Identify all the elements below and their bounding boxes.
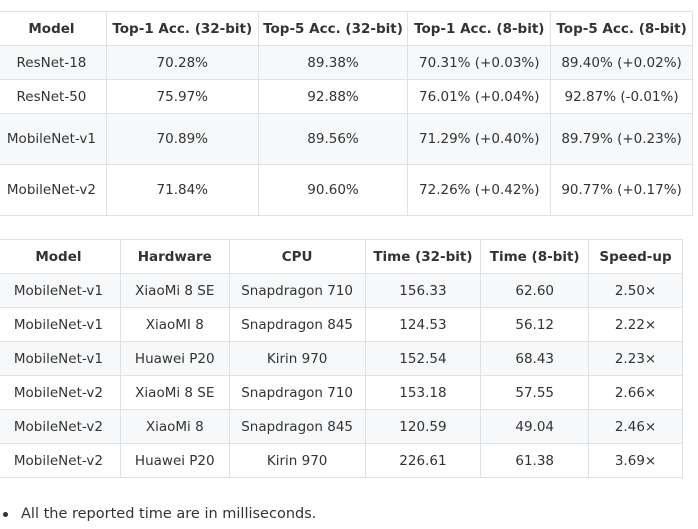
table-cell: MobileNet-v1 bbox=[0, 113, 107, 165]
table-cell: MobileNet-v1 bbox=[0, 307, 121, 342]
table-cell: 90.60% bbox=[257, 164, 409, 216]
table-cell: 92.88% bbox=[257, 79, 409, 114]
column-header: Time (32-bit) bbox=[364, 239, 482, 274]
table-cell: Snapdragon 710 bbox=[228, 375, 366, 410]
table-cell: 156.33 bbox=[364, 273, 482, 308]
notes-list: All the reported time are in millisecond… bbox=[0, 503, 316, 525]
table-cell: 89.38% bbox=[257, 45, 409, 80]
column-header: Model bbox=[0, 239, 121, 274]
column-header: Speed-up bbox=[588, 239, 683, 274]
table-cell: 62.60 bbox=[480, 273, 590, 308]
table-cell: 226.61 bbox=[364, 443, 482, 478]
table-cell: 2.22× bbox=[588, 307, 683, 342]
table-cell: Kirin 970 bbox=[228, 443, 366, 478]
table-cell: 92.87% (-0.01%) bbox=[550, 79, 693, 114]
accuracy-table: Model Top-1 Acc. (32-bit) Top-5 Acc. (32… bbox=[0, 11, 693, 216]
note-text: All the reported time are in millisecond… bbox=[21, 506, 317, 522]
table-cell: MobileNet-v1 bbox=[0, 273, 121, 308]
table-cell: 153.18 bbox=[364, 375, 482, 410]
table-row: ResNet-18 70.28% 89.38% 70.31% (+0.03%) … bbox=[0, 45, 693, 80]
table-cell: 71.29% (+0.40%) bbox=[407, 113, 552, 165]
table-cell: 2.66× bbox=[588, 375, 683, 410]
table-header-row: Model Top-1 Acc. (32-bit) Top-5 Acc. (32… bbox=[0, 11, 693, 46]
table-row: MobileNet-v1 70.89% 89.56% 71.29% (+0.40… bbox=[0, 113, 693, 165]
table-cell: Snapdragon 845 bbox=[228, 409, 366, 444]
table-cell: ResNet-18 bbox=[0, 45, 107, 80]
table-cell: XiaoMi 8 SE bbox=[119, 273, 230, 308]
table-cell: MobileNet-v2 bbox=[0, 375, 121, 410]
table-cell: 68.43 bbox=[480, 341, 590, 376]
table-cell: 2.50× bbox=[588, 273, 683, 308]
table-cell: 120.59 bbox=[364, 409, 482, 444]
timing-table: Model Hardware CPU Time (32-bit) Time (8… bbox=[0, 239, 683, 478]
table-cell: 89.40% (+0.02%) bbox=[550, 45, 693, 80]
table-row: MobileNet-v2 XiaoMi 8 SE Snapdragon 710 … bbox=[0, 375, 683, 410]
table-cell: 56.12 bbox=[480, 307, 590, 342]
column-header: Hardware bbox=[119, 239, 230, 274]
table-cell: 2.46× bbox=[588, 409, 683, 444]
table-row: MobileNet-v1 XiaoMI 8 Snapdragon 845 124… bbox=[0, 307, 683, 342]
table-cell: MobileNet-v2 bbox=[0, 443, 121, 478]
table-cell: 70.89% bbox=[105, 113, 259, 165]
table-cell: 76.01% (+0.04%) bbox=[407, 79, 552, 114]
column-header: Time (8-bit) bbox=[480, 239, 590, 274]
table-cell: Huawei P20 bbox=[119, 341, 230, 376]
table-cell: 152.54 bbox=[364, 341, 482, 376]
table-cell: XiaoMi 8 bbox=[119, 409, 230, 444]
table-cell: 89.79% (+0.23%) bbox=[550, 113, 693, 165]
table-cell: MobileNet-v1 bbox=[0, 341, 121, 376]
table-row: ResNet-50 75.97% 92.88% 76.01% (+0.04%) … bbox=[0, 79, 693, 114]
table-cell: 61.38 bbox=[480, 443, 590, 478]
table-cell: 75.97% bbox=[105, 79, 259, 114]
table-row: MobileNet-v2 XiaoMi 8 Snapdragon 845 120… bbox=[0, 409, 683, 444]
table-cell: Huawei P20 bbox=[119, 443, 230, 478]
table-cell: 90.77% (+0.17%) bbox=[550, 164, 693, 216]
table-cell: 89.56% bbox=[257, 113, 409, 165]
table-row: MobileNet-v1 Huawei P20 Kirin 970 152.54… bbox=[0, 341, 683, 376]
bullet-icon bbox=[3, 512, 8, 517]
table-cell: 70.28% bbox=[105, 45, 259, 80]
table-cell: XiaoMI 8 bbox=[119, 307, 230, 342]
table-cell: XiaoMi 8 SE bbox=[119, 375, 230, 410]
table-cell: 49.04 bbox=[480, 409, 590, 444]
table-cell: 70.31% (+0.03%) bbox=[407, 45, 552, 80]
table-cell: 2.23× bbox=[588, 341, 683, 376]
table-cell: MobileNet-v2 bbox=[0, 409, 121, 444]
table-cell: 3.69× bbox=[588, 443, 683, 478]
table-row: MobileNet-v1 XiaoMi 8 SE Snapdragon 710 … bbox=[0, 273, 683, 308]
column-header: Top-5 Acc. (32-bit) bbox=[257, 11, 409, 46]
table-cell: Snapdragon 710 bbox=[228, 273, 366, 308]
column-header: Top-1 Acc. (8-bit) bbox=[407, 11, 552, 46]
table-row: MobileNet-v2 Huawei P20 Kirin 970 226.61… bbox=[0, 443, 683, 478]
table-header-row: Model Hardware CPU Time (32-bit) Time (8… bbox=[0, 239, 683, 274]
table-cell: 124.53 bbox=[364, 307, 482, 342]
table-cell: 71.84% bbox=[105, 164, 259, 216]
table-cell: 72.26% (+0.42%) bbox=[407, 164, 552, 216]
column-header: Model bbox=[0, 11, 107, 46]
column-header: CPU bbox=[228, 239, 366, 274]
table-cell: MobileNet-v2 bbox=[0, 164, 107, 216]
table-cell: Snapdragon 845 bbox=[228, 307, 366, 342]
table-row: MobileNet-v2 71.84% 90.60% 72.26% (+0.42… bbox=[0, 164, 693, 216]
table-cell: Kirin 970 bbox=[228, 341, 366, 376]
table-cell: 57.55 bbox=[480, 375, 590, 410]
column-header: Top-5 Acc. (8-bit) bbox=[550, 11, 693, 46]
table-cell: ResNet-50 bbox=[0, 79, 107, 114]
column-header: Top-1 Acc. (32-bit) bbox=[105, 11, 259, 46]
list-item: All the reported time are in millisecond… bbox=[0, 503, 316, 525]
